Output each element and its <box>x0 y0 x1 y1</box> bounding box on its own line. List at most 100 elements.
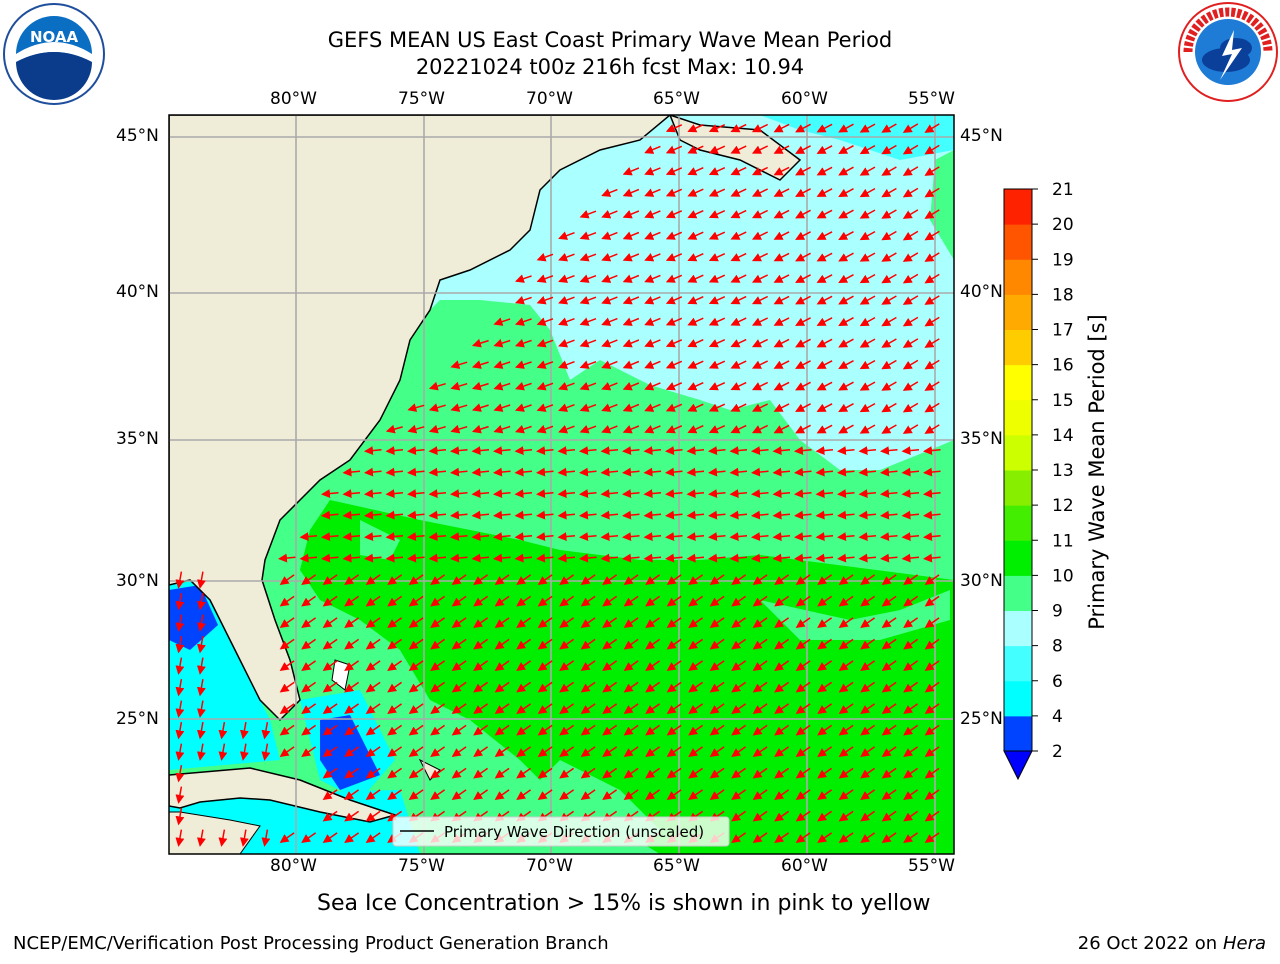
wave-arrow <box>729 553 748 563</box>
wave-arrow <box>580 574 596 585</box>
wave-arrow <box>666 789 682 800</box>
wave-arrow <box>579 209 597 219</box>
wave-arrow <box>365 595 381 607</box>
wave-arrow <box>385 510 404 520</box>
wave-arrow <box>557 489 576 499</box>
wave-arrow <box>645 724 661 736</box>
wave-arrow <box>493 338 511 348</box>
wave-arrow <box>471 489 490 499</box>
wave-arrow <box>860 724 876 736</box>
wave-arrow <box>645 832 661 843</box>
wave-arrow <box>175 786 185 804</box>
wave-arrow <box>795 660 811 671</box>
colorbar-tick-label-7: 12 <box>1052 496 1074 516</box>
wave-arrow <box>580 617 596 628</box>
wave-arrow <box>387 767 403 779</box>
wave-arrow <box>687 296 704 305</box>
wave-arrow <box>428 403 446 412</box>
wave-arrow <box>751 317 769 326</box>
wave-arrow <box>687 339 704 348</box>
wave-arrow <box>471 424 489 434</box>
wave-arrow <box>579 231 597 240</box>
wave-arrow <box>175 571 185 589</box>
nova-scotia-land <box>669 115 802 181</box>
wave-arrow <box>601 209 618 219</box>
wave-arrow <box>557 553 576 563</box>
wave-arrow <box>644 274 661 283</box>
wave-arrow <box>752 595 768 607</box>
lon-label-bottom-5: 55°W <box>908 856 955 876</box>
wave-arrow <box>666 832 682 843</box>
wave-arrow <box>559 767 575 779</box>
wave-arrow <box>730 338 747 348</box>
wave-arrow <box>774 767 790 779</box>
wave-arrow <box>924 767 940 779</box>
wave-arrow <box>471 360 489 369</box>
colorbar-segment-11 <box>1004 329 1032 366</box>
wave-arrow <box>344 832 360 843</box>
wave-arrow <box>514 403 532 412</box>
wave-arrow <box>709 574 725 585</box>
wave-arrow <box>730 145 747 154</box>
wave-arrow <box>795 188 811 197</box>
wave-arrow <box>730 381 747 391</box>
wave-arrow <box>709 746 725 757</box>
wave-arrow <box>322 810 338 822</box>
map-frame <box>168 114 955 855</box>
wave-arrow <box>859 295 876 305</box>
wave-arrow <box>494 595 510 607</box>
wave-arrow <box>903 617 919 628</box>
wave-arrow <box>665 296 683 305</box>
lat-label-left-4: 25°N <box>116 709 159 729</box>
wave-arrow <box>837 532 855 542</box>
wave-arrow <box>686 467 705 477</box>
lon-label-top-5: 55°W <box>908 89 955 109</box>
wave-arrow <box>880 489 898 499</box>
wave-arrow <box>430 810 446 822</box>
wave-arrow <box>924 832 940 843</box>
wave-arrow <box>579 489 597 499</box>
wave-arrow <box>752 724 768 736</box>
colorbar-segment-13 <box>1004 259 1032 295</box>
wave-arrow <box>903 703 919 714</box>
colorbar-tick-label-0: 2 <box>1052 742 1063 762</box>
wave-arrow <box>322 681 338 693</box>
period-band-6-8s-north <box>760 115 954 160</box>
wave-arrow <box>859 123 876 133</box>
wave-arrow <box>688 660 704 671</box>
wave-arrow <box>579 252 597 262</box>
wave-arrow <box>774 681 790 693</box>
wave-arrow <box>731 746 747 757</box>
wave-arrow <box>645 746 661 757</box>
wave-arrow <box>816 274 833 283</box>
map-legend: Primary Wave Direction (unscaled) <box>392 816 730 847</box>
wave-arrow <box>537 789 553 800</box>
wave-arrow <box>774 832 790 843</box>
wave-arrow <box>643 446 662 456</box>
wave-arrow <box>860 681 876 693</box>
wave-arrow <box>881 424 897 434</box>
colorbar-segment-7 <box>1004 470 1032 506</box>
wave-arrow <box>494 832 510 843</box>
wave-arrow <box>301 617 317 628</box>
wave-arrow <box>364 510 382 520</box>
wave-arrow <box>175 678 185 697</box>
wave-arrow <box>344 638 360 650</box>
wave-arrow <box>365 767 381 779</box>
wave-arrow <box>408 638 424 650</box>
wave-arrow <box>817 660 833 671</box>
wave-arrow <box>816 295 833 305</box>
wave-arrow <box>579 424 597 434</box>
wave-arrow <box>731 832 747 843</box>
wave-arrow <box>794 532 812 542</box>
wave-arrow <box>643 467 662 477</box>
wave-arrow <box>817 681 833 693</box>
wave-arrow <box>880 446 898 456</box>
wave-arrow <box>387 810 403 822</box>
wave-arrow <box>903 789 919 800</box>
wave-arrow <box>451 810 467 822</box>
wave-arrow <box>903 681 919 693</box>
wave-arrow <box>537 703 553 714</box>
wave-arrow <box>838 360 854 370</box>
wave-arrow <box>493 510 511 520</box>
